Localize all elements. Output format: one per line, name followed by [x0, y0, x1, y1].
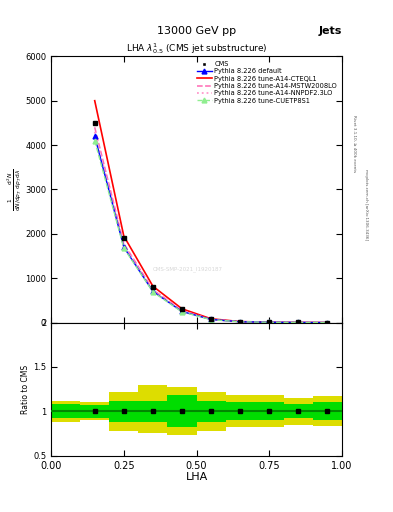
Pythia 8.226 default [296, 319, 301, 326]
CMS [238, 318, 242, 325]
CMS [121, 235, 126, 241]
Pythia 8.226 tune-CUETP8S1 [151, 289, 155, 295]
Pythia 8.226 tune-A14-MSTW2008LO [238, 318, 242, 325]
Pythia 8.226 tune-A14-NNPDF2.3LO [180, 308, 184, 314]
Title: LHA $\lambda^1_{0.5}$ (CMS jet substructure): LHA $\lambda^1_{0.5}$ (CMS jet substruct… [126, 41, 267, 56]
Text: Rivet 3.1.10, ≥ 400k events: Rivet 3.1.10, ≥ 400k events [352, 115, 356, 172]
Text: Jets: Jets [319, 26, 342, 36]
Pythia 8.226 tune-A14-MSTW2008LO [121, 241, 126, 247]
Pythia 8.226 tune-A14-CTEQL1 [92, 98, 97, 104]
Pythia 8.226 default [209, 316, 213, 323]
Pythia 8.226 tune-A14-CTEQL1 [325, 319, 330, 326]
Pythia 8.226 tune-A14-MSTW2008LO [267, 319, 272, 325]
Y-axis label: $\frac{1}{\mathrm{d}N/\mathrm{d}p_T}\,\frac{\mathrm{d}^2N}{\mathrm{d}p_T\,\mathr: $\frac{1}{\mathrm{d}N/\mathrm{d}p_T}\,\f… [6, 168, 24, 211]
Pythia 8.226 default [325, 319, 330, 326]
Line: Pythia 8.226 tune-A14-MSTW2008LO: Pythia 8.226 tune-A14-MSTW2008LO [95, 127, 327, 323]
Pythia 8.226 tune-CUETP8S1 [267, 319, 272, 325]
Line: Pythia 8.226 tune-A14-NNPDF2.3LO: Pythia 8.226 tune-A14-NNPDF2.3LO [95, 132, 327, 323]
Pythia 8.226 tune-A14-NNPDF2.3LO [325, 319, 330, 326]
CMS [92, 120, 97, 126]
Pythia 8.226 tune-A14-CTEQL1 [267, 319, 272, 325]
Pythia 8.226 tune-A14-MSTW2008LO [209, 316, 213, 323]
Pythia 8.226 tune-A14-MSTW2008LO [151, 287, 155, 293]
Text: 13000 GeV pp: 13000 GeV pp [157, 26, 236, 36]
Text: mcplots.cern.ch [arXiv:1306.3436]: mcplots.cern.ch [arXiv:1306.3436] [364, 169, 367, 240]
Pythia 8.226 tune-A14-CTEQL1 [121, 233, 126, 239]
Pythia 8.226 default [267, 319, 272, 325]
Y-axis label: Ratio to CMS: Ratio to CMS [21, 365, 30, 414]
Pythia 8.226 tune-A14-CTEQL1 [238, 318, 242, 325]
Line: Pythia 8.226 default: Pythia 8.226 default [92, 134, 330, 325]
Text: CMS-SMP-2021_I1920187: CMS-SMP-2021_I1920187 [153, 266, 223, 272]
Pythia 8.226 tune-A14-NNPDF2.3LO [151, 288, 155, 294]
Pythia 8.226 default [238, 318, 242, 325]
Line: CMS: CMS [92, 120, 330, 325]
Line: Pythia 8.226 tune-A14-CTEQL1: Pythia 8.226 tune-A14-CTEQL1 [95, 101, 327, 323]
Legend: CMS, Pythia 8.226 default, Pythia 8.226 tune-A14-CTEQL1, Pythia 8.226 tune-A14-M: CMS, Pythia 8.226 default, Pythia 8.226 … [196, 60, 339, 105]
Pythia 8.226 tune-A14-MSTW2008LO [92, 124, 97, 131]
Pythia 8.226 tune-A14-MSTW2008LO [180, 308, 184, 314]
CMS [180, 306, 184, 312]
Pythia 8.226 tune-A14-NNPDF2.3LO [267, 319, 272, 325]
CMS [267, 319, 272, 325]
Line: Pythia 8.226 tune-CUETP8S1: Pythia 8.226 tune-CUETP8S1 [92, 138, 330, 325]
Pythia 8.226 tune-CUETP8S1 [92, 138, 97, 144]
CMS [325, 319, 330, 326]
Pythia 8.226 tune-CUETP8S1 [121, 245, 126, 251]
Pythia 8.226 tune-A14-NNPDF2.3LO [296, 319, 301, 326]
CMS [296, 319, 301, 326]
Pythia 8.226 tune-A14-CTEQL1 [209, 316, 213, 322]
Pythia 8.226 tune-A14-NNPDF2.3LO [238, 318, 242, 325]
Pythia 8.226 default [180, 308, 184, 314]
Pythia 8.226 tune-CUETP8S1 [296, 319, 301, 326]
Pythia 8.226 tune-A14-NNPDF2.3LO [209, 316, 213, 323]
CMS [209, 316, 213, 322]
Pythia 8.226 tune-A14-CTEQL1 [180, 306, 184, 312]
Pythia 8.226 default [121, 244, 126, 250]
X-axis label: LHA: LHA [185, 472, 208, 482]
Pythia 8.226 tune-CUETP8S1 [238, 319, 242, 325]
Pythia 8.226 default [92, 133, 97, 139]
Pythia 8.226 default [151, 288, 155, 294]
Pythia 8.226 tune-A14-NNPDF2.3LO [121, 242, 126, 248]
Pythia 8.226 tune-A14-NNPDF2.3LO [92, 129, 97, 135]
CMS [151, 284, 155, 290]
Pythia 8.226 tune-A14-MSTW2008LO [296, 319, 301, 326]
Pythia 8.226 tune-CUETP8S1 [325, 319, 330, 326]
Pythia 8.226 tune-A14-CTEQL1 [296, 319, 301, 326]
Pythia 8.226 tune-A14-MSTW2008LO [325, 319, 330, 326]
Pythia 8.226 tune-CUETP8S1 [209, 316, 213, 323]
Pythia 8.226 tune-A14-CTEQL1 [151, 283, 155, 289]
Pythia 8.226 tune-CUETP8S1 [180, 309, 184, 315]
